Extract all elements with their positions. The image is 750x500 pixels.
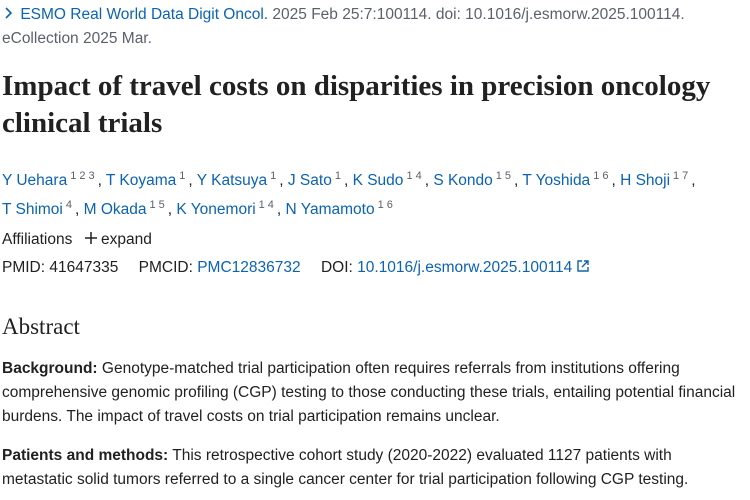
- article-title: Impact of travel costs on disparities in…: [2, 70, 711, 139]
- section-label: Background:: [2, 360, 98, 377]
- affiliation-number[interactable]: 5: [158, 199, 165, 212]
- separator: ,: [97, 172, 102, 190]
- separator: ,: [167, 201, 173, 219]
- author: M Okada 1 5,: [83, 199, 173, 219]
- separator: ,: [691, 172, 696, 190]
- affiliation-number[interactable]: 1: [673, 170, 680, 182]
- affiliation-number[interactable]: 7: [682, 170, 689, 182]
- pmid: 41647335: [49, 259, 119, 276]
- author-name[interactable]: Y Uehara: [2, 172, 68, 190]
- author-affiliations: 1: [179, 170, 188, 182]
- affiliations: Affiliations expand: [2, 228, 152, 252]
- affiliation-number[interactable]: 3: [88, 170, 95, 182]
- citation: ESMO Real World Data Digit Oncol. 2025 F…: [2, 3, 742, 51]
- affiliation-number[interactable]: 1: [270, 170, 277, 182]
- external-link-icon: [576, 260, 589, 272]
- affiliation-number[interactable]: 4: [415, 170, 422, 182]
- abstract: Background: Genotype-matched trial parti…: [2, 357, 744, 500]
- abstract-heading: Abstract: [2, 314, 80, 339]
- affiliation-number[interactable]: 1: [149, 199, 156, 212]
- affiliation-number[interactable]: 1: [406, 170, 413, 182]
- author: K Sudo 1 4,: [352, 170, 429, 190]
- expand-toggle[interactable]: expand: [84, 231, 152, 248]
- doi-label: DOI:: [320, 259, 353, 276]
- author-affiliations: 1: [335, 170, 344, 182]
- doi-link[interactable]: 10.1016/j.esmorw.2025.100114: [357, 259, 573, 276]
- identifiers: PMID: 41647335 PMCID: PMC12836732 DOI: 1…: [2, 256, 589, 280]
- author-name[interactable]: N Yamamoto: [285, 201, 375, 219]
- affiliation-number[interactable]: 1: [258, 199, 265, 212]
- affiliations-label: Affiliations: [2, 231, 73, 248]
- citation-details: 2025 Feb 25:7:100114. doi: 10.1016/j.esm…: [2, 6, 685, 47]
- author: N Yamamoto 1 6: [285, 199, 396, 219]
- author-affiliations: 1: [270, 170, 279, 182]
- section-text: Genotype-matched trial participation oft…: [2, 360, 736, 425]
- separator: ,: [424, 172, 429, 190]
- expand-label[interactable]: expand: [101, 231, 152, 248]
- section-text: This retrospective cohort study (2020-20…: [2, 447, 689, 488]
- author: J Sato 1,: [287, 170, 349, 190]
- affiliation-number[interactable]: 1: [377, 199, 384, 212]
- affiliation-number[interactable]: 1: [593, 170, 600, 182]
- author: H Shoji 1 7,: [620, 170, 696, 190]
- author-list: Y Uehara 1 2 3, T Koyama 1, Y Katsuya 1, J Sa…: [2, 164, 702, 222]
- author: K Yonemori 1 4,: [176, 199, 282, 219]
- author-name[interactable]: K Sudo: [352, 172, 404, 190]
- author: T Yoshida 1 6,: [522, 170, 616, 190]
- journal-link[interactable]: ESMO Real World Data Digit Oncol.: [20, 6, 269, 23]
- section-label: Patients and methods:: [2, 447, 169, 464]
- author-name[interactable]: M Okada: [83, 201, 147, 219]
- author-name[interactable]: J Sato: [287, 172, 332, 190]
- abstract-section: Background: Genotype-matched trial parti…: [2, 357, 744, 429]
- separator: ,: [188, 172, 193, 190]
- affiliation-number[interactable]: 1: [334, 170, 341, 182]
- plus-icon: [84, 232, 97, 244]
- author: Y Katsuya 1,: [196, 170, 284, 190]
- affiliation-number[interactable]: 1: [179, 170, 186, 182]
- author: T Shimoi 4,: [2, 199, 80, 219]
- author-name[interactable]: S Kondo: [433, 172, 493, 190]
- chevron-icon: [5, 7, 13, 19]
- pmcid-label: PMCID:: [138, 259, 193, 276]
- affiliation-number[interactable]: 6: [386, 199, 393, 212]
- separator: ,: [611, 172, 616, 190]
- separator: ,: [514, 172, 519, 190]
- affiliation-number[interactable]: 1: [70, 170, 77, 182]
- author-name[interactable]: Y Katsuya: [196, 172, 268, 190]
- author-name[interactable]: H Shoji: [620, 172, 671, 190]
- affiliation-number[interactable]: 5: [504, 170, 512, 182]
- affiliation-number[interactable]: 2: [79, 170, 86, 182]
- separator: ,: [279, 172, 284, 190]
- author: T Koyama 1,: [105, 170, 193, 190]
- affiliation-number[interactable]: 1: [495, 170, 502, 182]
- author-name[interactable]: K Yonemori: [176, 201, 256, 219]
- author-affiliations: 4: [66, 199, 75, 211]
- separator: ,: [343, 172, 349, 190]
- abstract-section: Patients and methods: This retrospective…: [2, 444, 744, 492]
- affiliation-number[interactable]: 4: [65, 199, 72, 212]
- author-name[interactable]: T Koyama: [105, 172, 177, 190]
- affiliation-number[interactable]: 4: [267, 199, 274, 212]
- author-name[interactable]: T Yoshida: [522, 172, 591, 190]
- pmcid-link[interactable]: PMC12836732: [197, 259, 301, 276]
- affiliation-number[interactable]: 6: [602, 170, 609, 182]
- author: Y Uehara 1 2 3,: [2, 170, 102, 190]
- pmid-label: PMID:: [2, 259, 46, 276]
- separator: ,: [276, 201, 282, 219]
- author-name[interactable]: T Shimoi: [2, 201, 63, 219]
- separator: ,: [75, 201, 80, 219]
- author: S Kondo 1 5,: [433, 170, 519, 190]
